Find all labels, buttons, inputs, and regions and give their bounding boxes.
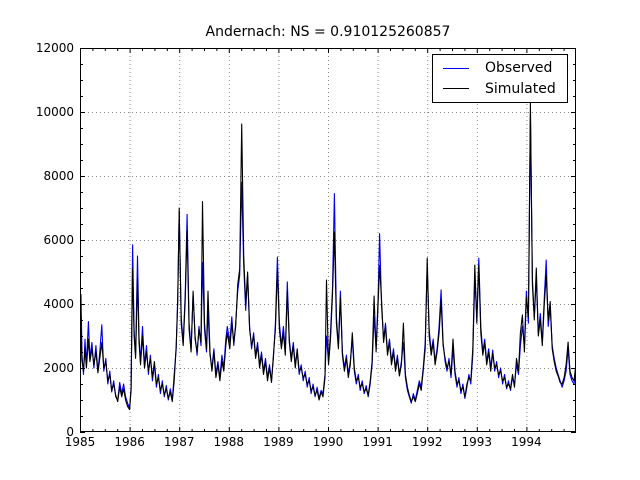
svg-text:1991: 1991	[362, 435, 393, 449]
legend-label-observed: Observed	[485, 60, 553, 77]
svg-text:4000: 4000	[43, 297, 74, 311]
svg-text:1990: 1990	[313, 435, 344, 449]
svg-text:6000: 6000	[43, 233, 74, 247]
svg-text:0: 0	[66, 425, 74, 439]
observed-line-icon	[443, 67, 469, 69]
grid	[80, 48, 576, 432]
svg-text:1992: 1992	[412, 435, 443, 449]
x-axis-tick-labels: 1985 1986 1987 1988 1989 1990 1991 1992 1993 1994	[65, 435, 542, 449]
svg-text:1993: 1993	[462, 435, 493, 449]
svg-text:8000: 8000	[43, 169, 74, 183]
svg-text:1986: 1986	[114, 435, 145, 449]
legend-label-simulated: Simulated	[485, 80, 556, 97]
legend-row-observed: Observed	[443, 60, 559, 76]
simulated-line-icon	[443, 88, 469, 90]
ticks	[80, 48, 576, 433]
y-axis-tick-labels: 0 2000 4000 6000 8000 10000 12000	[36, 41, 74, 439]
legend: Observed Simulated	[432, 54, 568, 103]
svg-text:12000: 12000	[36, 41, 74, 55]
svg-text:1985: 1985	[65, 435, 96, 449]
svg-text:1989: 1989	[263, 435, 294, 449]
legend-row-simulated: Simulated	[443, 81, 559, 97]
simulated-series	[80, 101, 576, 411]
svg-text:2000: 2000	[43, 361, 74, 375]
svg-text:1988: 1988	[214, 435, 245, 449]
svg-text:1987: 1987	[164, 435, 195, 449]
svg-text:1994: 1994	[511, 435, 542, 449]
chart-title: Andernach: NS = 0.910125260857	[205, 24, 451, 40]
svg-text:10000: 10000	[36, 105, 74, 119]
